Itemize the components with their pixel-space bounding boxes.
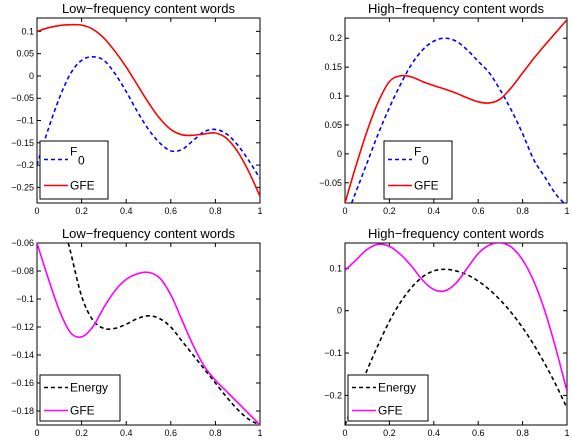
chart-title: Low−frequency content words bbox=[62, 1, 236, 16]
legend-label: Energy bbox=[70, 381, 108, 395]
y-tick-label: 0.2 bbox=[329, 33, 342, 43]
x-tick-label: 1 bbox=[257, 428, 262, 438]
x-tick-label: 0.2 bbox=[75, 428, 88, 438]
legend-label: GFE bbox=[378, 404, 403, 418]
legend-label: GFE bbox=[414, 179, 439, 193]
series-line-energy bbox=[345, 268, 567, 425]
y-tick-label: 0.1 bbox=[21, 26, 34, 36]
x-tick-label: 0.8 bbox=[209, 428, 222, 438]
series-line-gfe bbox=[37, 243, 260, 425]
x-tick-label: 0.4 bbox=[120, 428, 133, 438]
x-tick-label: 0.4 bbox=[428, 206, 441, 216]
legend-label-main: F bbox=[70, 145, 77, 159]
x-tick-label: 0.2 bbox=[75, 206, 88, 216]
y-tick-label: 0.15 bbox=[324, 62, 342, 72]
legend-box bbox=[383, 140, 453, 200]
y-tick-label: −0.1 bbox=[324, 348, 342, 358]
y-tick-label: 0.1 bbox=[329, 263, 342, 273]
y-tick-label: −0.25 bbox=[11, 182, 34, 192]
y-tick-label: −0.1 bbox=[16, 116, 34, 126]
legend-label: GFE bbox=[70, 179, 95, 193]
legend-label-main: F bbox=[414, 145, 421, 159]
x-tick-label: 0.8 bbox=[516, 206, 529, 216]
chart-title: High−frequency content words bbox=[368, 1, 544, 16]
axes-box bbox=[344, 17, 568, 204]
series-line-gfe bbox=[345, 19, 567, 203]
y-tick-label: −0.14 bbox=[11, 350, 34, 360]
y-tick-label: 0 bbox=[337, 306, 342, 316]
x-tick-label: 1 bbox=[564, 206, 569, 216]
x-tick-label: 1 bbox=[257, 206, 262, 216]
x-tick-label: 0.8 bbox=[516, 428, 529, 438]
legend-box bbox=[39, 374, 121, 422]
legend-label: GFE bbox=[70, 404, 95, 418]
y-tick-label: 0.05 bbox=[16, 49, 34, 59]
x-tick-label: 0.2 bbox=[383, 206, 396, 216]
y-tick-label: −0.05 bbox=[11, 93, 34, 103]
x-tick-label: 0.6 bbox=[165, 428, 178, 438]
x-tick-label: 0 bbox=[34, 428, 39, 438]
y-tick-label: −0.15 bbox=[11, 138, 34, 148]
chart-panel-3: Low−frequency content words 0 0.2 0.4 0.6 0.8… bbox=[11, 226, 262, 438]
x-tick-label: 0 bbox=[342, 428, 347, 438]
y-tick-label: −0.08 bbox=[11, 266, 34, 276]
legend-box bbox=[39, 140, 109, 200]
chart-title: Low−frequency content words bbox=[62, 226, 236, 241]
x-tick-label: 0.4 bbox=[428, 428, 441, 438]
x-tick-label: 0.6 bbox=[472, 206, 485, 216]
series-line-f0 bbox=[350, 37, 566, 203]
x-tick-label: 0.4 bbox=[120, 206, 133, 216]
legend-box bbox=[347, 374, 429, 422]
y-tick-label: −0.16 bbox=[11, 378, 34, 388]
x-tick-label: 1 bbox=[564, 428, 569, 438]
y-tick-label: −0.18 bbox=[11, 406, 34, 416]
chart-panel-2: High−frequency content words 0 0.2 0.4 0.6 0.… bbox=[319, 1, 569, 216]
y-tick-label: −0.2 bbox=[16, 160, 34, 170]
legend-label-subscript: 0 bbox=[422, 154, 429, 168]
y-tick-label: −0.2 bbox=[324, 390, 342, 400]
y-tick-label: 0 bbox=[337, 149, 342, 159]
x-tick-label: 0.6 bbox=[165, 206, 178, 216]
x-tick-label: 0.6 bbox=[472, 428, 485, 438]
y-tick-label: −0.05 bbox=[319, 178, 342, 188]
chart-title: High−frequency content words bbox=[368, 226, 544, 241]
x-tick-label: 0.8 bbox=[209, 206, 222, 216]
series-line-energy bbox=[67, 243, 260, 425]
y-tick-label: −0.06 bbox=[11, 238, 34, 248]
y-tick-label: 0 bbox=[29, 71, 34, 81]
series-line-gfe bbox=[37, 23, 260, 197]
series-line-gfe bbox=[345, 243, 567, 392]
chart-panel-4: High−frequency content words 0 0.2 0.4 0.6 0.… bbox=[324, 226, 569, 438]
y-tick-label: −0.1 bbox=[16, 294, 34, 304]
chart-panel-1: Low−frequency content words 0 0.2 0.4 0.6 0.8… bbox=[11, 1, 262, 216]
x-tick-label: 0 bbox=[342, 206, 347, 216]
x-tick-label: 0 bbox=[34, 206, 39, 216]
x-tick-label: 0.2 bbox=[383, 428, 396, 438]
y-tick-label: −0.12 bbox=[11, 322, 34, 332]
y-tick-label: 0.05 bbox=[324, 120, 342, 130]
legend-label: Energy bbox=[378, 381, 416, 395]
legend-label-subscript: 0 bbox=[78, 154, 85, 168]
y-tick-label: 0.1 bbox=[329, 91, 342, 101]
